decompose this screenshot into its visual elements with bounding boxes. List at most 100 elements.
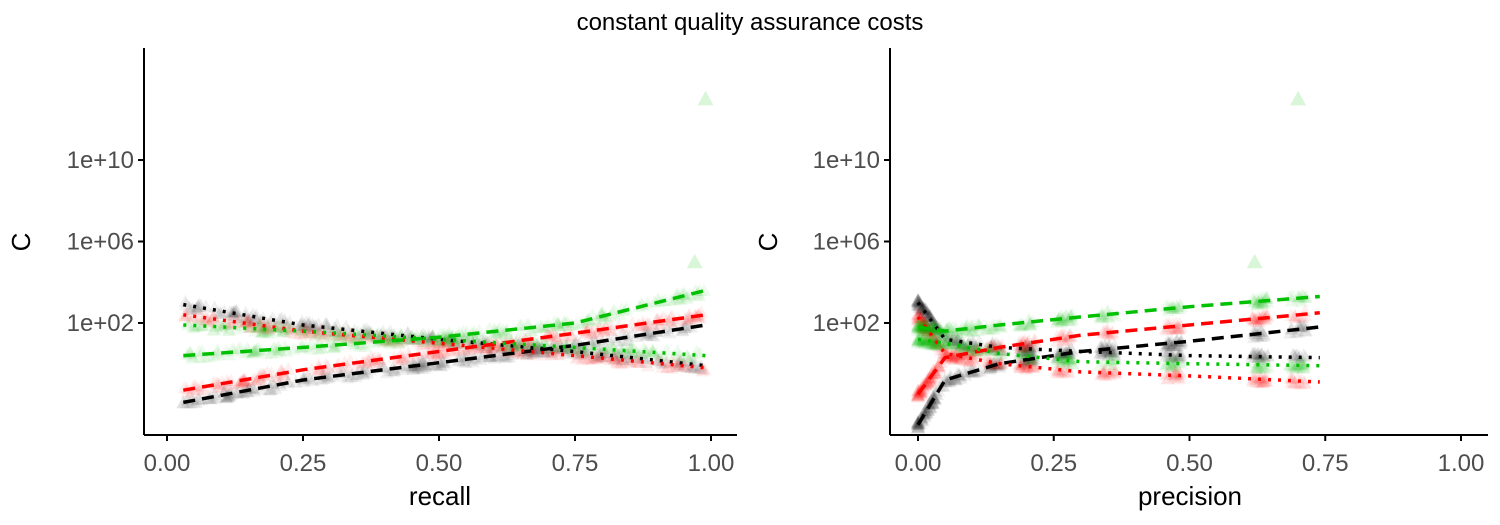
- data-point: [585, 325, 600, 339]
- data-point: [1061, 313, 1076, 326]
- data-point: [911, 330, 925, 343]
- data-point: [185, 301, 200, 315]
- data-point: [1019, 362, 1034, 375]
- data-point: [1253, 352, 1268, 366]
- data-point: [539, 345, 554, 358]
- data-point: [985, 322, 1000, 335]
- data-point: [680, 360, 695, 373]
- data-point: [249, 343, 264, 356]
- data-point: [1252, 347, 1267, 361]
- data-point: [679, 291, 694, 305]
- data-point: [1254, 347, 1269, 361]
- data-point: [1286, 359, 1301, 373]
- data-point: [374, 329, 389, 342]
- data-point: [271, 370, 286, 383]
- data-point: [1247, 350, 1262, 363]
- data-point: [507, 339, 522, 353]
- data-point: [238, 305, 253, 319]
- data-point: [1096, 365, 1111, 379]
- data-point: [432, 345, 447, 358]
- data-point: [266, 342, 281, 355]
- data-point: [262, 382, 277, 396]
- data-point: [395, 350, 410, 364]
- data-point: [1061, 313, 1076, 327]
- data-point: [944, 337, 959, 350]
- data-point: [589, 313, 604, 327]
- data-point: [1159, 357, 1174, 371]
- data-point: [948, 372, 963, 386]
- data-point: [963, 338, 978, 352]
- data-point: [940, 336, 955, 349]
- data-point: [200, 314, 215, 327]
- data-point: [1095, 310, 1110, 324]
- data-point: [560, 343, 575, 357]
- data-point: [926, 328, 941, 341]
- data-point: [437, 346, 452, 359]
- data-point: [1284, 308, 1299, 321]
- data-point: [228, 304, 243, 318]
- data-point: [529, 345, 544, 359]
- data-point: [351, 329, 366, 343]
- data-point: [912, 294, 927, 308]
- data-point: [1288, 350, 1303, 363]
- data-point: [1291, 324, 1306, 338]
- data-point: [436, 335, 451, 349]
- data-point: [916, 333, 931, 346]
- data-point: [923, 373, 938, 387]
- data-point: [596, 349, 611, 363]
- data-point: [1019, 359, 1034, 373]
- data-point: [411, 361, 426, 374]
- data-point: [614, 345, 629, 358]
- data-point: [676, 357, 691, 370]
- data-point: [350, 330, 365, 344]
- data-point: [1050, 363, 1065, 376]
- data-point: [911, 294, 925, 307]
- data-point: [674, 353, 689, 367]
- data-point: [607, 351, 622, 365]
- data-point: [502, 349, 517, 363]
- data-point: [632, 346, 647, 360]
- data-point: [1297, 360, 1312, 374]
- data-point: [922, 309, 937, 322]
- data-point: [1059, 350, 1074, 363]
- data-point: [250, 342, 265, 356]
- data-point: [1107, 366, 1122, 380]
- data-point: [681, 309, 696, 322]
- data-point: [630, 353, 645, 367]
- series-line-red-dashed: [183, 313, 706, 392]
- data-point: [1094, 309, 1109, 322]
- data-point: [326, 340, 341, 353]
- data-point: [410, 334, 425, 347]
- data-point: [961, 337, 976, 351]
- data-point: [1022, 317, 1037, 330]
- data-point: [191, 299, 206, 313]
- data-point: [943, 374, 958, 388]
- data-point: [1166, 337, 1181, 351]
- data-point: [206, 309, 221, 323]
- data-point: [1161, 338, 1176, 351]
- data-point: [938, 337, 953, 351]
- data-point: [241, 316, 256, 329]
- data-point: [1171, 321, 1186, 335]
- data-point: [1014, 343, 1029, 357]
- data-point: [1288, 376, 1303, 389]
- data-point: [209, 315, 224, 328]
- data-point: [936, 326, 951, 339]
- data-point: [218, 389, 233, 403]
- data-point: [963, 338, 978, 352]
- data-point: [911, 419, 926, 433]
- data-point: [606, 350, 621, 363]
- data-point: [911, 307, 925, 320]
- data-point: [954, 352, 969, 366]
- data-point: [1291, 371, 1306, 384]
- data-point: [436, 356, 451, 370]
- data-point: [1052, 355, 1067, 369]
- data-point: [911, 331, 925, 345]
- data-point: [693, 311, 708, 324]
- data-point: [1160, 371, 1175, 385]
- data-point: [607, 351, 622, 365]
- data-point: [642, 317, 657, 331]
- data-point: [572, 336, 587, 350]
- data-point: [950, 325, 965, 339]
- data-point: [933, 329, 948, 342]
